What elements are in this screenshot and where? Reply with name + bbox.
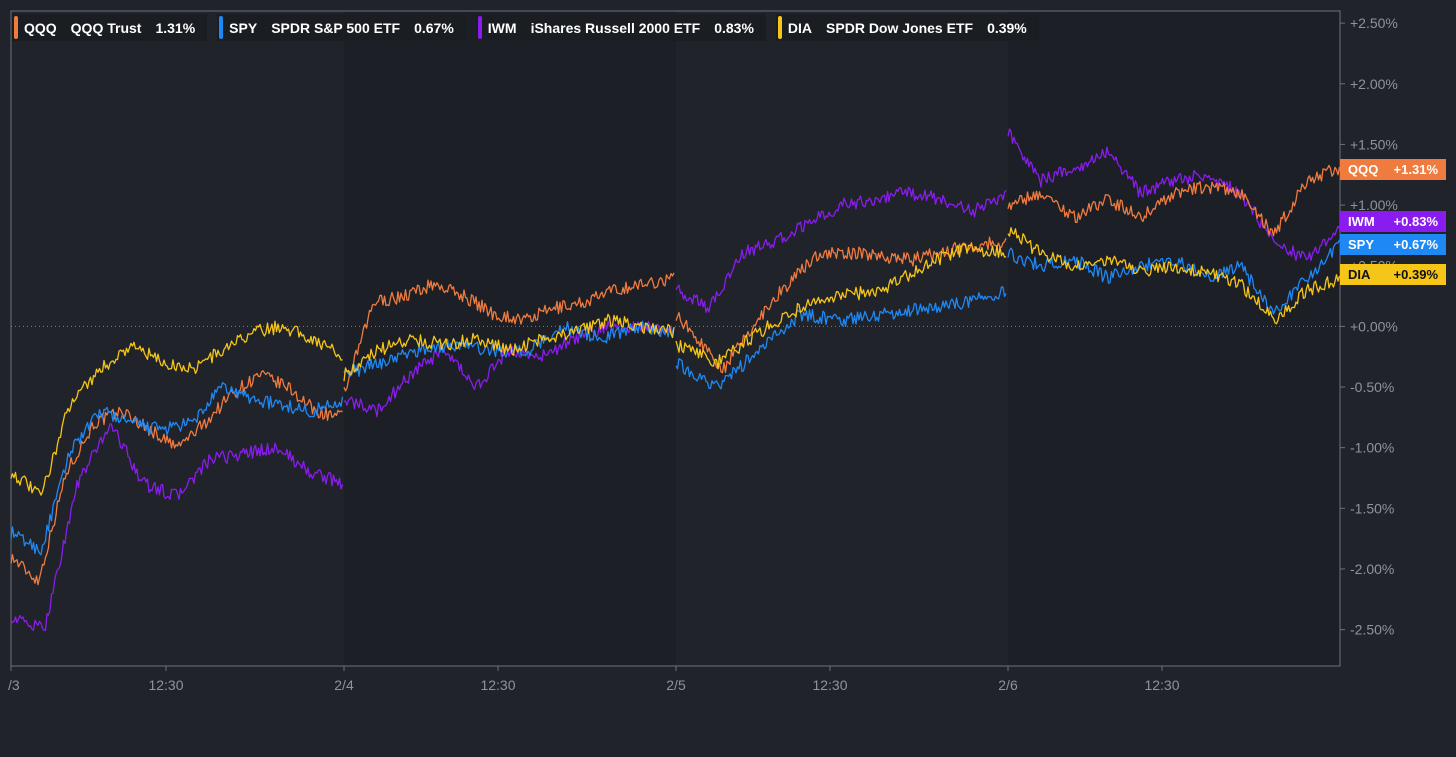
legend-change: 0.83% [714, 19, 754, 36]
x-tick-label: 2/6 [998, 677, 1018, 693]
y-tick-label: -2.00% [1350, 561, 1394, 577]
legend-name: QQQ Trust [70, 19, 142, 36]
series-line-qqq-day1 [10, 370, 343, 586]
session-band-2-6 [1008, 11, 1340, 666]
series-line-iwm-day4 [1007, 128, 1340, 262]
value-tag-value: +0.83% [1394, 214, 1439, 229]
series-line-dia-day3 [675, 243, 1007, 370]
x-tick-label: /3 [8, 677, 20, 693]
x-tick-label: 12:30 [480, 677, 515, 693]
y-tick-label: +2.50% [1350, 15, 1398, 31]
x-tick-label: 12:30 [148, 677, 183, 693]
value-tag-value: +1.31% [1394, 162, 1439, 177]
value-tag-value: +0.39% [1394, 267, 1439, 282]
x-tick-label: 2/5 [666, 677, 686, 693]
series-line-iwm-day1 [10, 423, 344, 631]
y-tick-label: -2.50% [1350, 622, 1394, 638]
series-line-dia-day4 [1007, 227, 1341, 325]
y-tick-label: -1.00% [1350, 440, 1394, 456]
legend-symbol: SPY [229, 19, 258, 36]
legend-change: 0.39% [987, 19, 1027, 36]
y-tick-label: +1.00% [1350, 197, 1398, 213]
legend-item-spy[interactable]: SPY SPDR S&P 500 ETF 0.67% [217, 14, 466, 41]
series-line-spy-day1 [10, 382, 344, 556]
legend-symbol: IWM [487, 19, 517, 36]
x-tick-label: 2/4 [334, 677, 354, 693]
value-tag-symbol: DIA [1348, 267, 1371, 282]
series-line-qqq-day3 [675, 236, 1007, 374]
legend: QQQ QQQ Trust 1.31% SPY SPDR S&P 500 ETF 0.67… [12, 14, 1039, 41]
value-tag-symbol: IWM [1348, 214, 1375, 229]
x-tick-label: 12:30 [1144, 677, 1179, 693]
value-tag-symbol: SPY [1348, 237, 1374, 252]
legend-symbol: DIA [787, 19, 813, 36]
legend-item-dia[interactable]: DIA SPDR Dow Jones ETF 0.39% [775, 14, 1039, 41]
value-tag-spy [1340, 234, 1446, 255]
y-tick-label: +2.00% [1350, 76, 1398, 92]
value-tag-iwm [1340, 211, 1446, 232]
series-line-dia-day1 [10, 320, 343, 496]
legend-swatch [477, 16, 482, 39]
value-tag-value: +0.67% [1394, 237, 1439, 252]
legend-swatch [777, 16, 782, 39]
series-line-qqq-day4 [1007, 164, 1341, 237]
session-band-2-4 [344, 11, 676, 666]
legend-change: 0.67% [414, 19, 454, 36]
y-tick-label: +0.00% [1350, 318, 1398, 334]
value-tag-dia [1340, 264, 1446, 285]
legend-name: SPDR S&P 500 ETF [271, 19, 401, 36]
series-line-dia-day2 [343, 313, 675, 382]
value-tag-symbol: QQQ [1348, 162, 1378, 177]
legend-change: 1.31% [155, 19, 196, 36]
x-tick-label: 12:30 [812, 677, 847, 693]
series-line-iwm-day3 [675, 186, 1007, 313]
series-line-spy-day3 [675, 286, 1007, 390]
legend-swatch [14, 16, 18, 39]
value-tag-qqq [1340, 159, 1446, 180]
legend-item-iwm[interactable]: IWM iShares Russell 2000 ETF 0.83% [475, 14, 766, 41]
y-tick-label: +1.50% [1350, 136, 1398, 152]
y-tick-label: -1.50% [1350, 500, 1394, 516]
y-tick-label: -0.50% [1350, 379, 1394, 395]
legend-swatch [219, 16, 224, 39]
legend-name: SPDR Dow Jones ETF [826, 19, 974, 36]
legend-name: iShares Russell 2000 ETF [530, 19, 701, 36]
legend-item-qqq[interactable]: QQQ QQQ Trust 1.31% [12, 14, 208, 41]
series-line-qqq-day2 [343, 272, 675, 392]
legend-symbol: QQQ [24, 19, 57, 36]
